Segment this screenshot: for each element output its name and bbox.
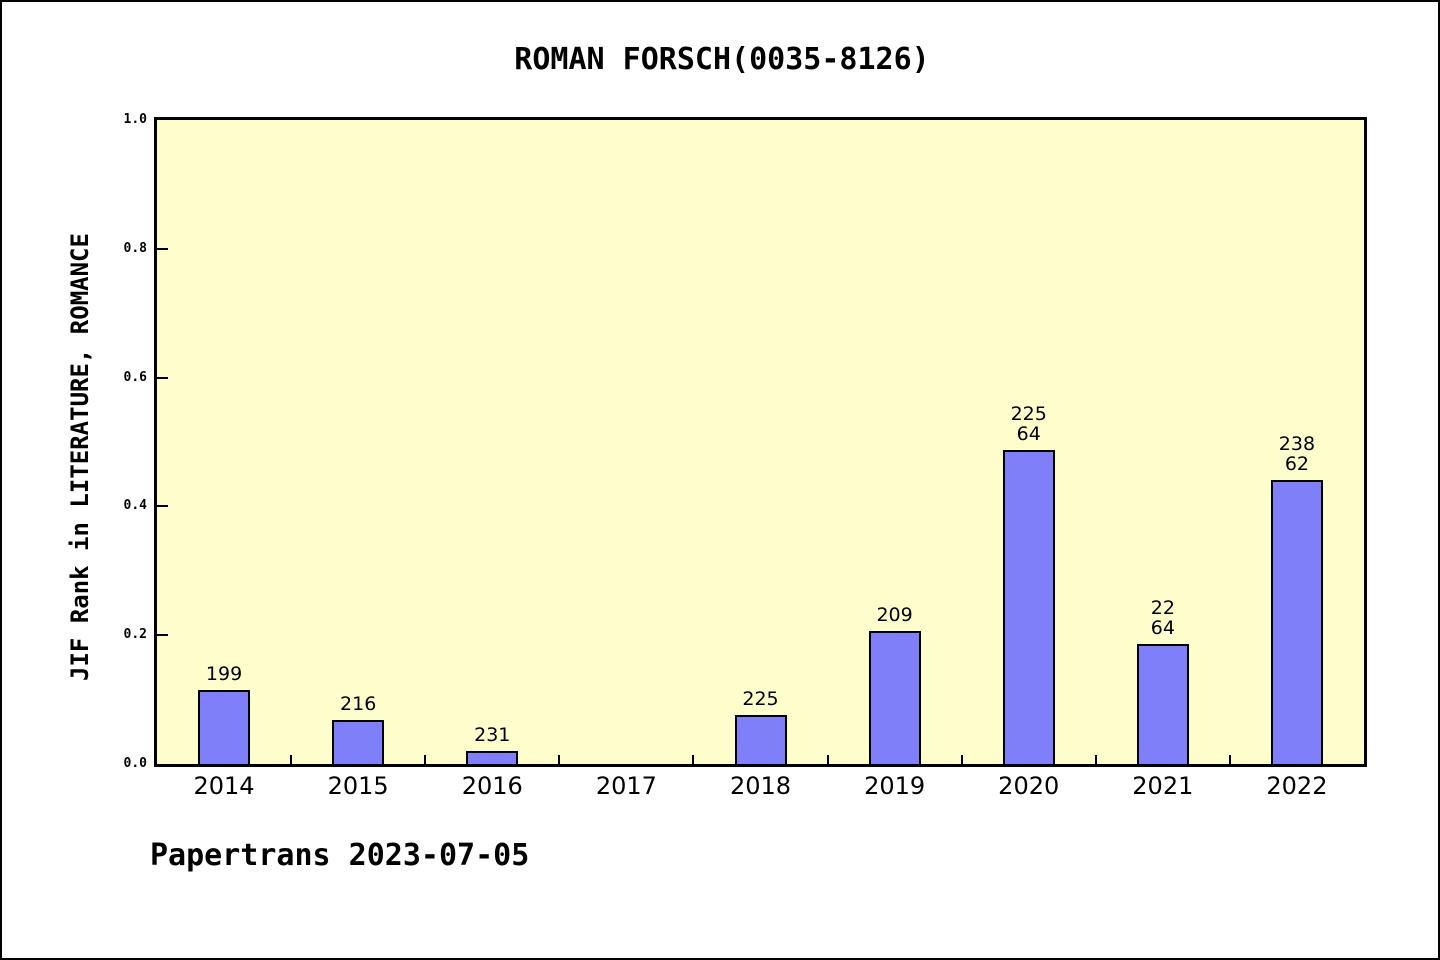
bar [198,690,251,764]
bar-value-line: 22 [1150,597,1175,619]
bar-value-line: 231 [474,724,511,746]
bar-value-label: 22 64 [1093,598,1233,638]
y-tick-mark [157,247,168,250]
y-axis-label: JIF Rank in LITERATURE, ROMANCE [66,233,94,681]
bar-value-line: 64 [1016,423,1041,445]
y-tick-label: 0.8 [123,240,147,256]
x-tick-mark [424,755,427,764]
bar [1270,480,1323,764]
x-tick-label: 2022 [1266,772,1328,800]
x-tick-label: 2020 [998,772,1060,800]
footer-text: Papertrans 2023-07-05 [150,838,530,873]
x-tick-mark [1094,755,1097,764]
bar-value-line: 209 [876,604,913,626]
bar-value-line: 238 [1278,433,1316,455]
bar-value-label: 209 [825,605,965,625]
bar [332,720,385,764]
bar-value-label: 231 [422,725,562,745]
x-tick-mark [826,755,829,764]
y-tick-label: 0.4 [123,498,147,514]
bar-value-label: 216 [288,694,428,714]
x-tick-label: 2021 [1132,772,1194,800]
bar-value-line: 225 [742,688,779,710]
x-tick-mark [960,755,963,764]
bar [734,715,787,764]
chart-title: ROMAN FORSCH(0035-8126) [514,42,930,77]
bar-value-label: 225 [691,689,831,709]
x-tick-label: 2018 [729,772,792,800]
y-tick-label: 0.2 [123,627,147,643]
bar-value-label: 199 [154,664,294,684]
bar [868,631,921,764]
x-tick-mark [692,755,695,764]
y-tick-mark [157,505,168,508]
bar-value-line: 62 [1284,453,1310,475]
bar-value-label: 238 62 [1227,434,1367,474]
y-tick-label: 0.6 [123,369,147,385]
x-tick-label: 2015 [327,772,389,800]
x-tick-label: 2017 [595,772,657,800]
x-tick-mark [558,755,561,764]
y-tick-mark [157,376,168,379]
x-tick-mark [290,755,293,764]
x-tick-mark [1228,755,1231,764]
y-tick-label: 0.0 [123,756,147,771]
bar [466,751,519,764]
x-tick-label: 2016 [461,772,523,800]
bar-value-line: 64 [1150,617,1175,639]
x-tick-label: 2014 [193,772,255,800]
y-tick-label: 1.0 [123,112,147,127]
bar-value-line: 216 [340,693,377,715]
plot-area: 199 216 231 225 209 225 64 22 64 238 62 [154,117,1367,767]
bar [1136,644,1189,764]
bar [1002,450,1055,764]
bar-value-line: 225 [1010,403,1047,425]
bar-value-line: 199 [205,663,243,685]
y-tick-mark [157,634,168,637]
bar-value-label: 225 64 [959,404,1099,444]
x-tick-label: 2019 [864,772,926,800]
